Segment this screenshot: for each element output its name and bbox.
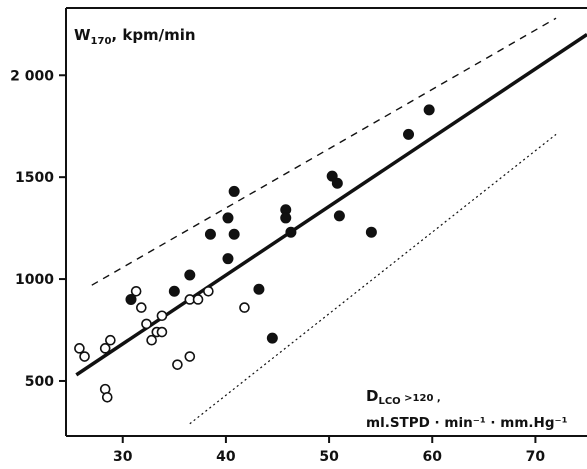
open-point xyxy=(146,334,157,346)
filled-point xyxy=(253,283,265,295)
filled-point xyxy=(403,128,415,140)
x-tick-label: 40 xyxy=(216,449,236,465)
open-point xyxy=(172,359,183,370)
filled-point xyxy=(266,332,278,344)
x-tick-label: 50 xyxy=(319,449,339,465)
y-axis-title-subscript: 170 xyxy=(91,36,112,47)
y-axis-title-main: W xyxy=(74,26,91,44)
open-point xyxy=(79,351,90,362)
open-point xyxy=(99,343,111,354)
open-point xyxy=(136,302,147,313)
annotation-condition: >120 , xyxy=(401,393,441,404)
open-point xyxy=(105,334,116,346)
filled-point xyxy=(285,226,297,238)
regression-line xyxy=(75,33,587,377)
open-point xyxy=(156,326,168,338)
filled-point xyxy=(228,185,240,197)
filled-point xyxy=(184,269,196,281)
filled-point xyxy=(423,104,435,116)
filled-point xyxy=(222,212,234,224)
filled-point xyxy=(222,253,234,265)
axis-ticks: 30 40 50 60 70 500 1000 1500 2 000 xyxy=(10,68,545,465)
upper-limit-line xyxy=(91,17,557,286)
filled-point xyxy=(168,285,180,297)
open-point xyxy=(184,351,196,362)
annotation-subscript: LCO xyxy=(378,396,400,407)
annotation-line-1: DLCO >120 , xyxy=(366,387,441,407)
filled-point xyxy=(365,226,377,238)
open-point xyxy=(156,310,168,322)
filled-point xyxy=(228,228,240,240)
open-point xyxy=(239,302,250,313)
open-point xyxy=(141,318,152,330)
filled-point xyxy=(204,228,216,240)
annotation-main: D xyxy=(366,387,378,405)
x-tick-label: 60 xyxy=(423,449,443,465)
filled-point xyxy=(125,293,137,305)
filled-point xyxy=(331,177,343,189)
y-tick-label: 1000 xyxy=(15,272,54,288)
open-point xyxy=(203,285,214,297)
y-tick-label: 500 xyxy=(25,374,54,390)
limit-lines xyxy=(75,17,587,425)
y-axis-title-rest: , kpm/min xyxy=(111,26,195,44)
open-point xyxy=(101,391,113,403)
x-tick-label: 70 xyxy=(526,449,546,465)
data-points xyxy=(74,104,435,403)
open-point xyxy=(130,285,142,297)
y-tick-label: 1500 xyxy=(15,170,54,186)
y-tick-label: 2 000 xyxy=(10,68,54,84)
x-tick-label: 30 xyxy=(113,449,133,465)
filled-point xyxy=(280,212,292,224)
open-point xyxy=(74,343,85,354)
annotation-line-2: ml.STPD · min⁻¹ · mm.Hg⁻¹ xyxy=(366,415,568,431)
y-axis-title: W170, kpm/min xyxy=(74,26,196,47)
filled-point xyxy=(333,210,345,222)
open-point xyxy=(192,294,204,305)
